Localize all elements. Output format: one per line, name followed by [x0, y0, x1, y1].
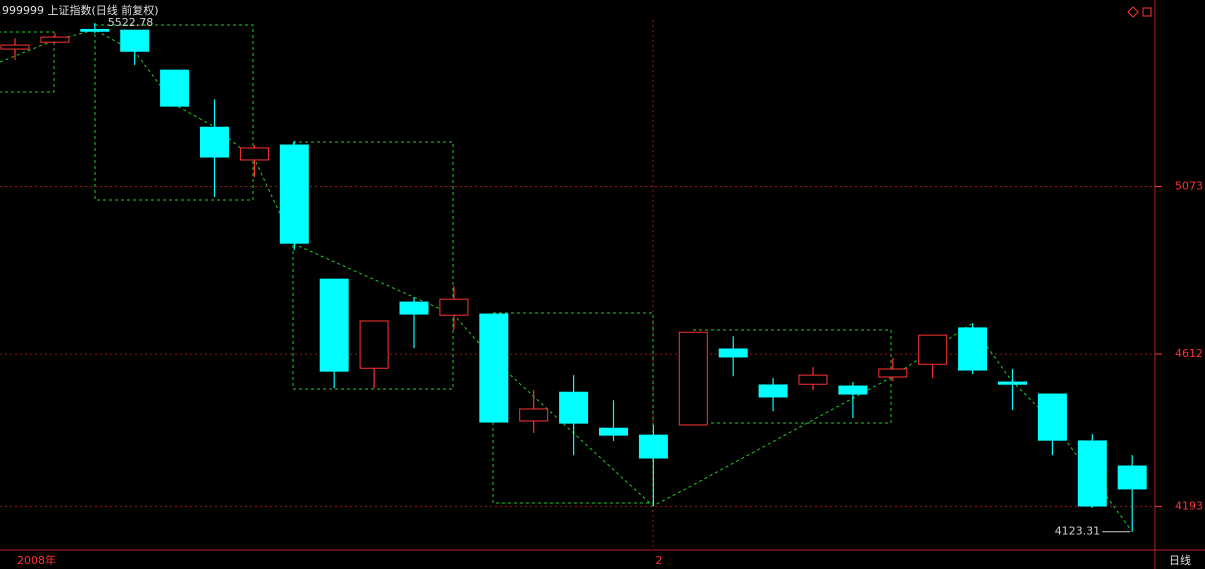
y-tick-label: 4193 [1175, 499, 1203, 512]
candle-body [160, 69, 190, 107]
candle-body [519, 408, 549, 422]
candle-body [918, 334, 948, 365]
candle-body [678, 331, 708, 426]
window-icons [1127, 6, 1152, 18]
candle-body [638, 434, 668, 459]
candle-body [758, 384, 788, 398]
candle-body [798, 374, 828, 385]
candle-body [878, 368, 908, 378]
chart-title: 999999 上证指数(日线 前复权) [2, 3, 159, 17]
candle-body [998, 381, 1027, 385]
candle-body [0, 44, 30, 50]
candle-body [1037, 393, 1067, 441]
candle-body [40, 36, 70, 43]
y-tick-label: 5073 [1175, 179, 1203, 192]
period-label: 日线 [1169, 553, 1191, 567]
candle-body [80, 28, 110, 32]
candle-body [319, 278, 349, 372]
y-tick-label: 4612 [1175, 347, 1203, 360]
candle-body [399, 301, 429, 315]
candle-body [279, 144, 309, 244]
candle-body [838, 385, 868, 395]
max-label: 5522.78 [108, 16, 154, 29]
candle-body [958, 327, 988, 371]
candle-body [559, 391, 589, 424]
candle-body [479, 313, 509, 423]
candle-body [1117, 465, 1147, 490]
x-tick-label: 2008年 [17, 553, 56, 567]
candle-body [359, 320, 389, 369]
candle-body [239, 147, 269, 161]
x-tick-label: 2 [655, 554, 662, 567]
min-label: 4123.31 [1055, 525, 1101, 538]
candle-body [1077, 440, 1107, 507]
candle-body [200, 126, 229, 158]
candle-body [439, 298, 469, 316]
candle-body [599, 427, 628, 436]
candle-body [120, 29, 150, 52]
candle-body [718, 348, 748, 358]
